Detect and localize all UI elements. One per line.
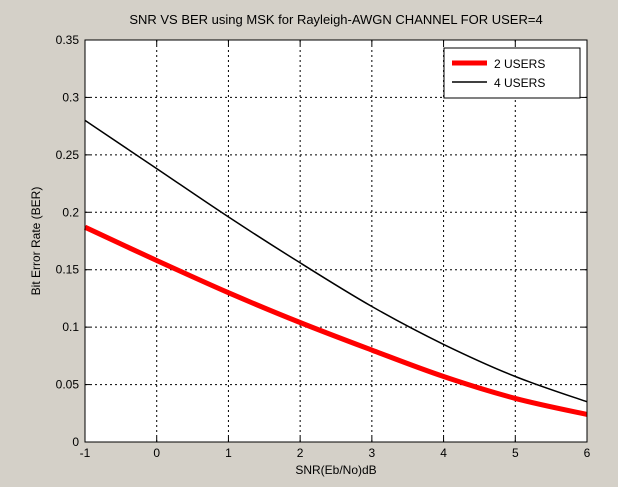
chart-title: SNR VS BER using MSK for Rayleigh-AWGN C… <box>129 12 542 27</box>
x-tick-label: 4 <box>440 446 447 460</box>
series-line-1 <box>83 224 588 417</box>
legend-label-2: 4 USERS <box>494 76 545 90</box>
y-axis-label: Bit Error Rate (BER) <box>29 187 43 296</box>
x-tick-label: 2 <box>297 446 304 460</box>
series-line-2 <box>84 119 588 403</box>
y-tick-label: 0.05 <box>56 378 80 392</box>
plot-area <box>85 40 587 442</box>
legend-label-1: 2 USERS <box>494 57 545 71</box>
plot-frame <box>84 39 588 443</box>
x-axis-label: SNR(Eb/No)dB <box>295 463 376 477</box>
legend-box <box>443 47 581 99</box>
y-tick-label: 0.35 <box>56 33 80 47</box>
x-tick-label: 5 <box>512 446 519 460</box>
x-tick-label: -1 <box>80 446 91 460</box>
y-tick-label: 0.15 <box>56 263 80 277</box>
y-tick-label: 0 <box>72 435 79 449</box>
axis-ticks: -1 0 1 2 3 4 5 600.050.10.150.20.250.30.35 <box>56 33 591 460</box>
x-tick-label: 6 <box>584 446 591 460</box>
y-tick-label: 0.1 <box>62 320 79 334</box>
x-tick-label: 1 <box>225 446 232 460</box>
y-tick-label: 0.25 <box>56 148 80 162</box>
y-tick-label: 0.3 <box>62 90 79 104</box>
x-tick-label: 3 <box>369 446 376 460</box>
legend: 2 USERS 4 USERS <box>443 47 581 99</box>
grid-lines <box>85 40 587 442</box>
x-tick-label: 0 <box>153 446 160 460</box>
series-layer <box>83 119 588 417</box>
y-tick-label: 0.2 <box>62 205 79 219</box>
